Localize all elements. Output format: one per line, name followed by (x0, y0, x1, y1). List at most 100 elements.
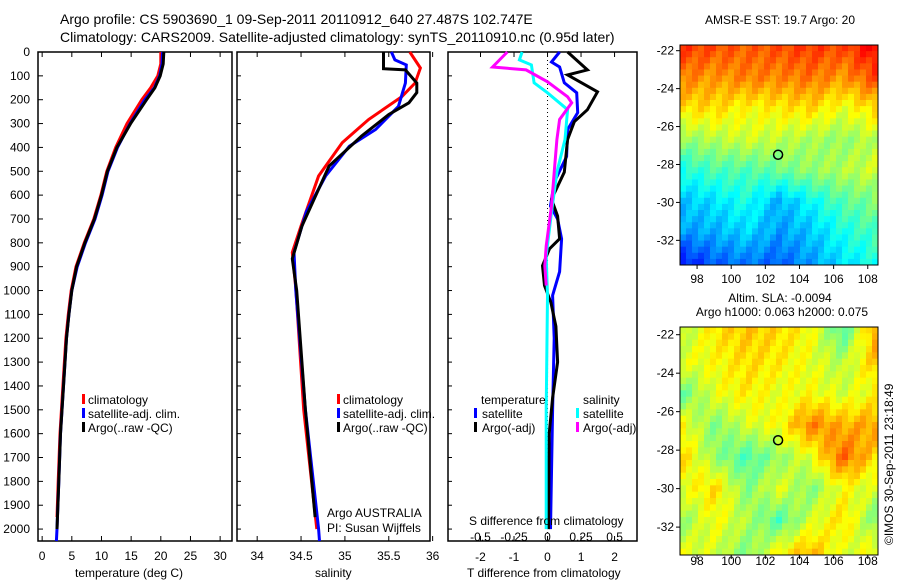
heatmap-cell (716, 352, 723, 360)
heatmap-cell (692, 124, 699, 132)
heatmap-cell (752, 240, 759, 248)
heatmap-cell (776, 118, 783, 125)
heatmap-cell (812, 228, 819, 235)
heatmap-cell (740, 365, 747, 372)
heatmap-cell (830, 472, 837, 480)
heatmap-cell (842, 466, 849, 474)
heatmap-cell (830, 185, 837, 193)
salinity-legend: climatology satellite-adj. clim. Argo(..… (327, 393, 435, 535)
heatmap-cell (794, 434, 801, 442)
heatmap-cell (848, 228, 855, 235)
heatmap-cell (704, 415, 711, 423)
heatmap-cell (812, 339, 819, 347)
heatmap-cell (698, 118, 705, 125)
heatmap-cell (764, 210, 771, 217)
heatmap-cell (692, 155, 699, 162)
heatmap-cell (728, 100, 735, 107)
heatmap-cell (764, 179, 771, 187)
heatmap-cell (794, 529, 801, 537)
heatmap-cell (746, 106, 753, 113)
heatmap-cell (752, 75, 759, 83)
heatmap-cell (818, 542, 825, 550)
heatmap-cell (872, 529, 879, 537)
heatmap-cell (836, 523, 843, 531)
heatmap-cell (860, 45, 867, 52)
heatmap-cell (824, 161, 831, 168)
heatmap-cell (860, 51, 867, 58)
heatmap-cell (758, 377, 765, 385)
heatmap-cell (818, 327, 825, 334)
heatmap-cell (794, 228, 801, 235)
heatmap-cell (758, 384, 765, 391)
heatmap-cell (680, 258, 687, 266)
heatmap-cell (752, 155, 759, 162)
heatmap-cell (680, 252, 687, 260)
heatmap-cell (860, 173, 867, 180)
heatmap-cell (872, 203, 879, 211)
heatmap-cell (728, 358, 735, 366)
heatmap-cell (782, 346, 789, 353)
heatmap-cell (752, 415, 759, 423)
heatmap-cell (752, 197, 759, 205)
heatmap-cell (848, 434, 855, 442)
heatmap-cell (848, 130, 855, 138)
heatmap-cell (824, 100, 831, 107)
heatmap-cell (854, 403, 861, 410)
heatmap-cell (854, 161, 861, 168)
heatmap-cell (818, 396, 825, 404)
heatmap-cell (692, 63, 699, 70)
heatmap-cell (722, 100, 729, 107)
heatmap-cell (860, 148, 867, 156)
heatmap-cell (680, 240, 687, 248)
heatmap-cell (854, 93, 861, 101)
heatmap-cell (758, 339, 765, 347)
heatmap-cell (752, 63, 759, 70)
heatmap-cell (806, 75, 813, 83)
heatmap-cell (794, 112, 801, 119)
heatmap-cell (812, 93, 819, 101)
heatmap-cell (758, 173, 765, 180)
heatmap-cell (788, 258, 795, 266)
heatmap-cell (770, 124, 777, 132)
heatmap-cell (788, 161, 795, 168)
heatmap-cell (752, 384, 759, 391)
heatmap-cell (716, 173, 723, 180)
heatmap-cell (848, 536, 855, 543)
heatmap-cell (782, 51, 789, 58)
heatmap-cell (716, 81, 723, 89)
heatmap-cell (704, 371, 711, 379)
heatmap-cell (812, 422, 819, 429)
heatmap-cell (806, 466, 813, 474)
heatmap-cell (728, 510, 735, 518)
heatmap-cell (728, 130, 735, 138)
heatmap-cell (782, 148, 789, 156)
heatmap-cell (716, 346, 723, 353)
heatmap-cell (740, 466, 747, 474)
heatmap-cell (782, 352, 789, 360)
heatmap-cell (818, 472, 825, 480)
depth-tick-label: 2000 (3, 522, 30, 536)
heatmap-cell (788, 479, 795, 486)
heatmap-cell (686, 167, 693, 174)
heatmap-cell (854, 428, 861, 436)
heatmap-cell (692, 377, 699, 385)
heatmap-cell (794, 63, 801, 70)
heatmap-cell (860, 240, 867, 248)
heatmap-cell (740, 352, 747, 360)
heatmap-cell (812, 252, 819, 260)
x-tick-label: 25 (184, 549, 198, 563)
heatmap-cell (764, 63, 771, 70)
heatmap-cell (848, 542, 855, 550)
heatmap-cell (824, 472, 831, 480)
heatmap-cell (770, 240, 777, 248)
heatmap-cell (872, 51, 879, 58)
heatmap-cell (764, 485, 771, 493)
heatmap-cell (794, 460, 801, 467)
heatmap-cell (866, 185, 873, 193)
heatmap-cell (782, 472, 789, 480)
heatmap-cell (758, 346, 765, 353)
heatmap-cell (680, 434, 687, 442)
heatmap-cell (686, 365, 693, 372)
heatmap-cell (746, 210, 753, 217)
heatmap-cell (866, 106, 873, 113)
